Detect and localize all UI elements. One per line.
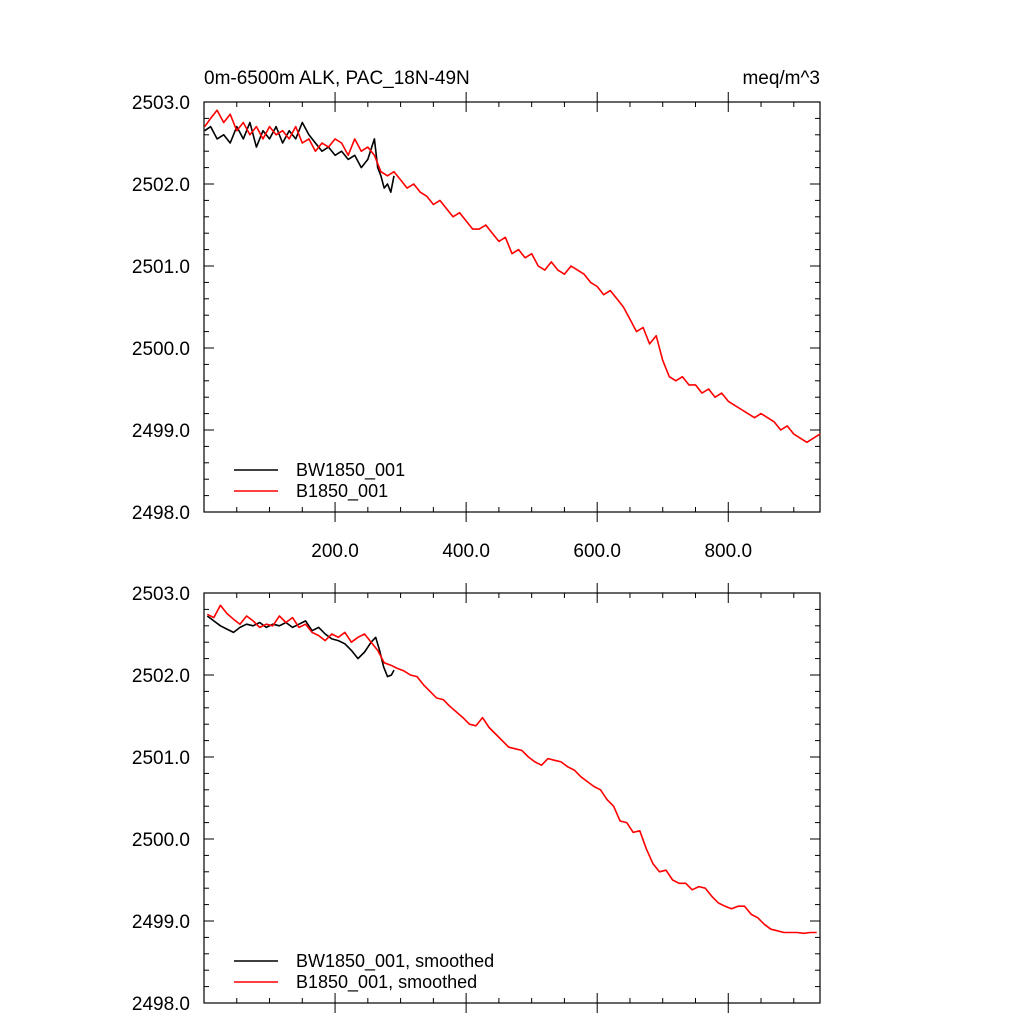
chart-title: 0m-6500m ALK, PAC_18N-49N <box>204 68 470 89</box>
chart-units: meq/m^3 <box>742 68 820 89</box>
y-tick-label: 2498.0 <box>132 503 190 524</box>
plot-frame <box>203 101 821 513</box>
y-tick-label: 2500.0 <box>132 339 190 360</box>
plot-frame <box>203 592 821 1004</box>
y-tick-label: 2499.0 <box>132 912 190 933</box>
legend-label: BW1850_001, smoothed <box>296 951 494 972</box>
y-tick-label: 2500.0 <box>132 830 190 851</box>
legend-label: B1850_001, smoothed <box>296 972 477 993</box>
y-tick-label: 2501.0 <box>132 748 190 769</box>
y-tick-label: 2503.0 <box>132 584 190 605</box>
legend-label: B1850_001 <box>296 481 388 502</box>
x-tick-label: 600.0 <box>573 541 621 562</box>
x-tick-label: 800.0 <box>704 541 752 562</box>
panel-top: 2498.0 2499.0 2500.0 2501.0 2502.0 2503.0 200.… <box>132 92 821 562</box>
series-line <box>206 604 817 935</box>
series-line <box>204 121 395 193</box>
legend-label: BW1850_001 <box>296 460 405 481</box>
series-line <box>204 109 821 444</box>
y-tick-label: 2498.0 <box>132 994 190 1015</box>
y-tick-label: 2501.0 <box>132 257 190 278</box>
y-tick-label: 2503.0 <box>132 93 190 114</box>
y-tick-label: 2502.0 <box>132 666 190 687</box>
x-tick-label: 200.0 <box>311 541 359 562</box>
panel-bottom: 2498.0 2499.0 2500.0 2501.0 2502.0 2503.0 BW18… <box>132 583 821 1015</box>
y-tick-label: 2502.0 <box>132 175 190 196</box>
x-tick-label: 400.0 <box>442 541 490 562</box>
series-line <box>206 615 395 678</box>
y-tick-label: 2499.0 <box>132 421 190 442</box>
